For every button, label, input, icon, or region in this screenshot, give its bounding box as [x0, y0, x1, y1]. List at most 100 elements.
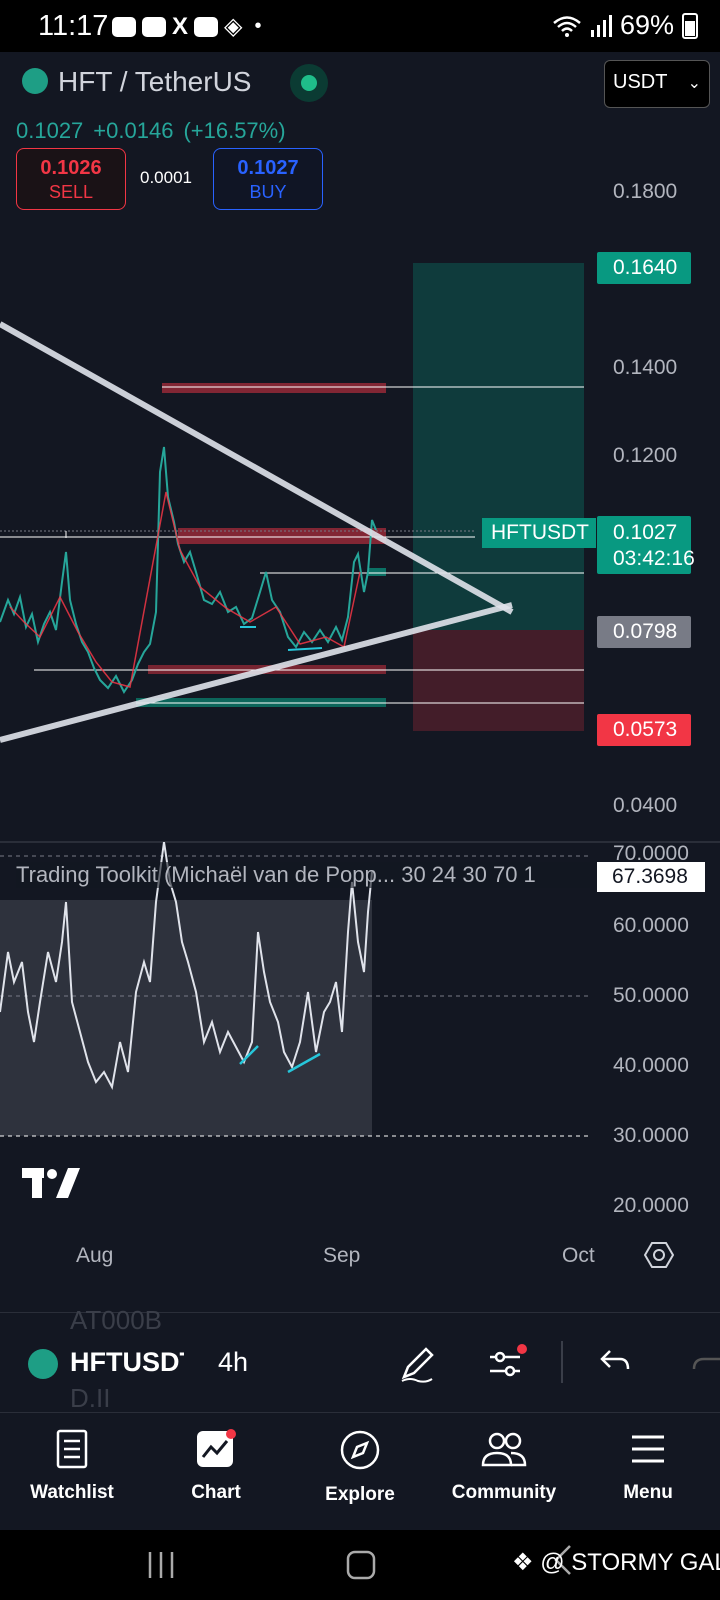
symbol-button[interactable]: HFTUSDT	[70, 1347, 184, 1377]
status-time: 11:17	[38, 10, 109, 42]
bottom-nav: Watchlist Chart Explore Community Menu	[0, 1412, 720, 1530]
status-right: 69%	[552, 10, 698, 41]
battery-icon	[682, 12, 698, 39]
redo-icon[interactable]	[690, 1343, 720, 1377]
watchlist-icon	[56, 1429, 88, 1469]
price-axis-label: 0.1800	[613, 180, 678, 203]
price-series-down	[9, 491, 361, 688]
price-change: +0.0146	[93, 118, 174, 143]
nav-label: Explore	[325, 1484, 395, 1505]
x-icon: X	[172, 12, 189, 40]
chart-icon	[197, 1429, 236, 1467]
compass-icon	[340, 1430, 380, 1470]
undo-icon[interactable]	[598, 1343, 632, 1377]
indicators-icon[interactable]	[486, 1343, 530, 1383]
rsi-band	[0, 900, 372, 1136]
menu-icon	[632, 1435, 664, 1463]
ghost-text: D.II	[70, 1383, 111, 1413]
status-bar: 11:17 X ◈ • 69%	[0, 0, 720, 52]
price-axis-label: 0.0400	[613, 794, 678, 817]
app-notification-icon: ◈	[224, 13, 243, 40]
indicator-axis-label: 40.0000	[613, 1054, 689, 1077]
current-price-tag: 0.1027 03:42:16	[597, 516, 695, 574]
tradingview-logo-icon[interactable]	[22, 1168, 80, 1209]
current-price: 0.1027	[613, 521, 678, 544]
youtube-icon	[142, 16, 166, 37]
back-icon[interactable]	[550, 1544, 574, 1576]
buy-label: BUY	[249, 182, 287, 202]
currency-select[interactable]: USDT ⌄	[604, 60, 710, 108]
price-axis-label: 0.1400	[613, 356, 678, 379]
sell-button[interactable]: 0.1026 SELL	[16, 148, 126, 210]
target-price-tag: 0.1640	[597, 252, 691, 284]
wifi-icon	[553, 15, 581, 37]
notification-icons: X ◈ •	[112, 12, 262, 41]
system-nav-bar: ❖ @ STORMY GAL	[0, 1530, 720, 1600]
hft-logo-icon	[28, 1349, 58, 1379]
rsi-divergence-line	[287, 1052, 321, 1074]
rsi-canvas[interactable]	[0, 842, 720, 1242]
ghost-text: AT000B	[70, 1305, 163, 1335]
nav-label: Watchlist	[30, 1482, 114, 1503]
spread-value: 0.0001	[140, 168, 192, 187]
more-notifications-icon: •	[254, 15, 262, 37]
chart-toolbar: AT000B D.II HFTUSDT 4h	[0, 1305, 720, 1413]
indicator-title[interactable]: Trading Toolkit (Michaël van de Popp... …	[16, 862, 590, 888]
signal-icon	[590, 14, 612, 37]
watermark-text: @ STORMY GAL	[540, 1549, 720, 1576]
symbol-price-tag: HFTUSDT	[482, 518, 596, 548]
sell-price: 0.1026	[40, 157, 102, 179]
currency-label: USDT	[613, 71, 668, 93]
chart-area[interactable]: HFT / TetherUS 0.1027 +0.0146 (+16.57%) US…	[0, 52, 720, 1312]
nav-chart[interactable]: Chart	[144, 1413, 288, 1531]
buy-price: 0.1027	[237, 157, 299, 179]
nav-watchlist[interactable]: Watchlist	[0, 1413, 144, 1531]
sell-label: SELL	[48, 182, 94, 202]
target-zone	[413, 263, 584, 630]
pane-divider[interactable]	[0, 841, 720, 843]
price-change-percent: (+16.57%)	[183, 118, 286, 143]
battery-percent: 69%	[619, 10, 674, 40]
stop-price-tag: 0.0573	[597, 714, 691, 746]
resistance-box	[178, 528, 386, 544]
nav-menu[interactable]: Menu	[576, 1413, 720, 1531]
time-axis-label: Oct	[562, 1244, 595, 1267]
price-axis-label: 0.1200	[613, 444, 678, 467]
nav-community[interactable]: Community	[432, 1413, 576, 1531]
home-icon[interactable]	[346, 1550, 376, 1580]
indicator-axis-label: 70.0000	[613, 842, 689, 865]
nav-label: Community	[451, 1482, 557, 1503]
divergence-line	[287, 647, 323, 651]
time-axis[interactable]: Aug Sep Oct	[0, 1242, 720, 1290]
toolbar-separator	[561, 1341, 563, 1383]
indicator-pane[interactable]: Trading Toolkit (Michaël van de Popp... …	[0, 842, 720, 1312]
nav-label: Chart	[191, 1482, 241, 1503]
symbol-title[interactable]: HFT / TetherUS	[58, 66, 252, 97]
chevron-down-icon: ⌄	[687, 75, 701, 92]
resistance-box	[162, 383, 386, 393]
descending-trendline	[0, 321, 514, 615]
binance-logo-icon: ❖	[512, 1549, 534, 1576]
price-chart-canvas[interactable]	[0, 52, 720, 842]
buy-button[interactable]: 0.1027 BUY	[213, 148, 323, 210]
nav-explore[interactable]: Explore	[288, 1413, 432, 1531]
stop-zone	[413, 630, 584, 731]
chart-settings-icon[interactable]	[644, 1240, 674, 1270]
indicator-axis-label: 30.0000	[613, 1124, 689, 1147]
community-icon	[481, 1432, 527, 1467]
pencil-icon[interactable]	[398, 1343, 438, 1383]
nav-label: Menu	[623, 1482, 673, 1503]
price-change-line: 0.1027 +0.0146 (+16.57%)	[16, 118, 296, 144]
ascending-trendline	[0, 602, 513, 743]
time-axis-label: Sep	[323, 1244, 361, 1267]
indicator-value-tag: 67.3698	[597, 862, 705, 892]
hft-logo-icon	[22, 68, 48, 94]
small-box	[368, 568, 386, 576]
candle-countdown: 03:42:16	[613, 547, 695, 570]
watermark: ❖ @ STORMY GAL	[512, 1548, 720, 1577]
interval-button[interactable]: 4h	[218, 1347, 249, 1377]
market-status-icon[interactable]	[290, 64, 328, 102]
indicator-axis-label: 50.0000	[613, 984, 689, 1007]
level-price-tag: 0.0798	[597, 616, 691, 648]
recent-apps-icon[interactable]	[146, 1550, 176, 1580]
